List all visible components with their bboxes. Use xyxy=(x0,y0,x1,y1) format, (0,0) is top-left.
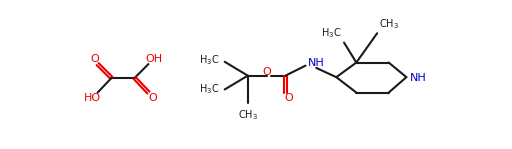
Text: OH: OH xyxy=(145,55,162,65)
Text: H$_3$C: H$_3$C xyxy=(322,26,342,40)
Text: CH$_3$: CH$_3$ xyxy=(238,108,258,122)
Text: CH$_3$: CH$_3$ xyxy=(379,17,399,31)
Text: HO: HO xyxy=(83,93,101,103)
Text: O: O xyxy=(90,55,99,65)
Text: NH: NH xyxy=(410,73,426,83)
Text: H$_3$C: H$_3$C xyxy=(199,83,219,96)
Text: NH: NH xyxy=(308,58,325,68)
Text: O: O xyxy=(263,67,271,77)
Text: H$_3$C: H$_3$C xyxy=(199,53,219,67)
Text: O: O xyxy=(284,93,293,103)
Text: O: O xyxy=(148,93,157,103)
